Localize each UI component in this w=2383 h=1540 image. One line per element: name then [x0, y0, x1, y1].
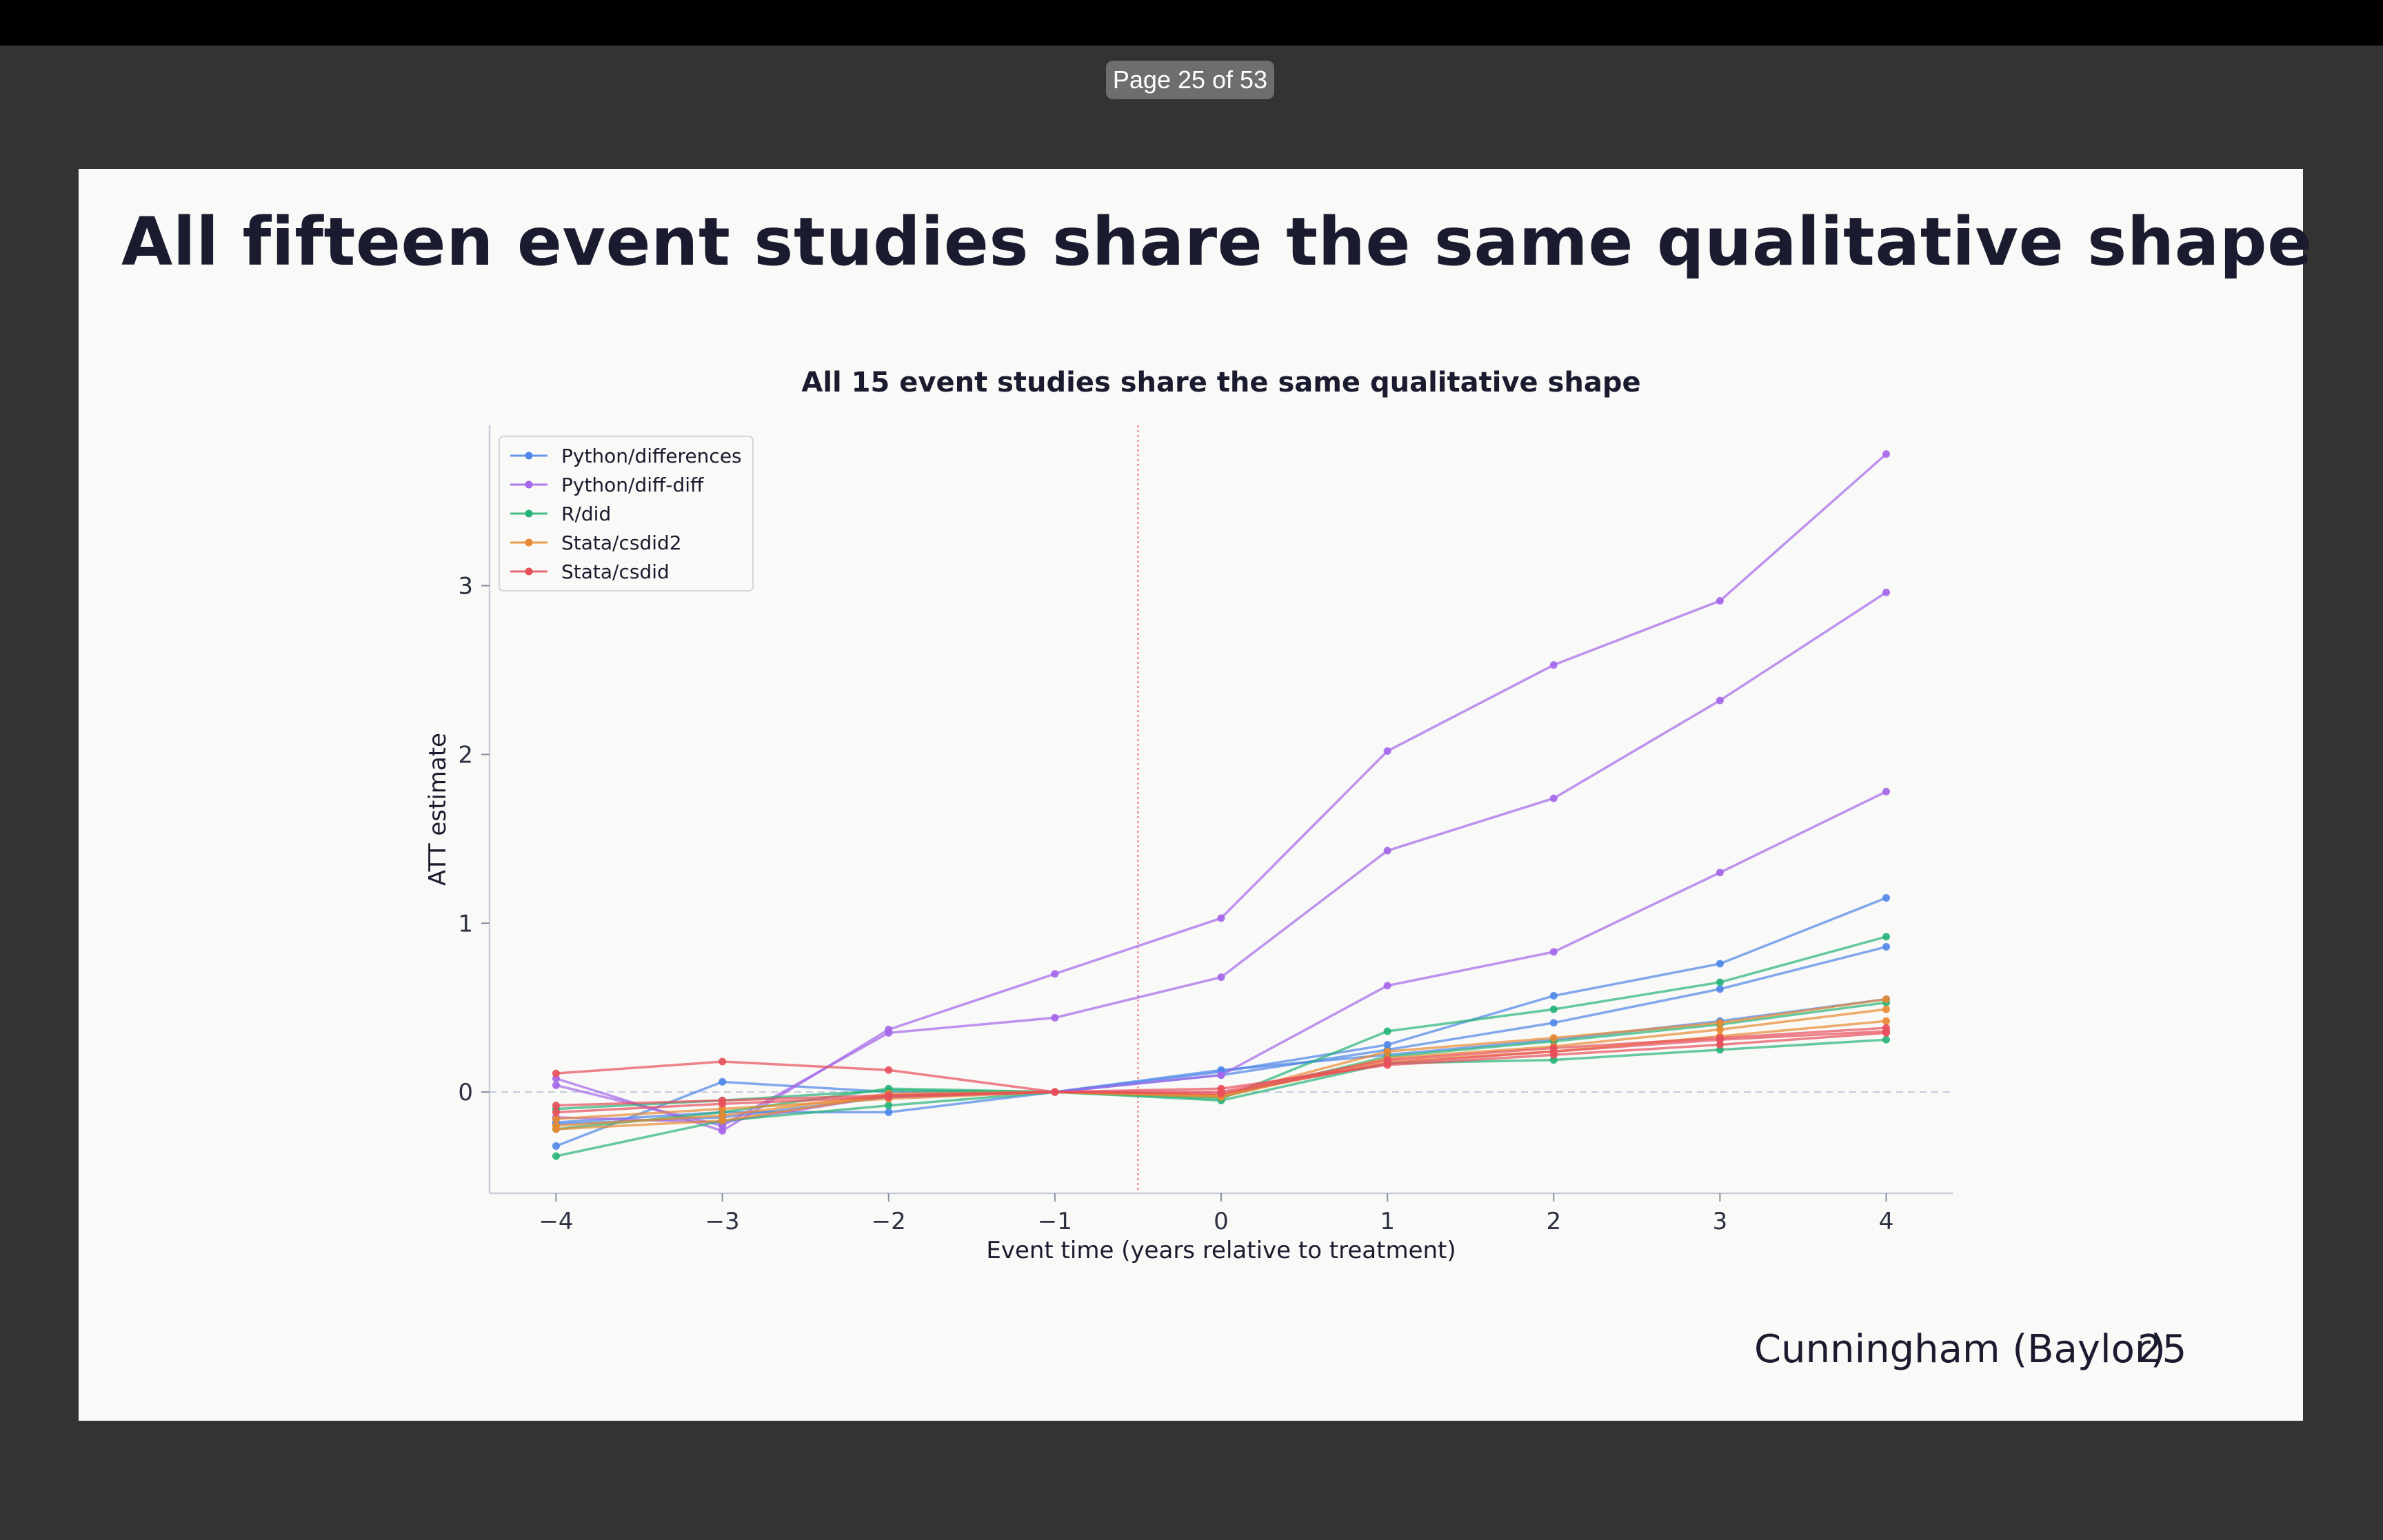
chart-series: [552, 450, 1891, 1160]
data-point: [1051, 1013, 1059, 1022]
data-point: [1383, 747, 1391, 756]
data-point: [718, 1111, 727, 1119]
data-point: [1882, 933, 1891, 941]
chart-axes: −4 −3 −2 −1 0 1 2 3 4 0 1 2 3: [458, 425, 1953, 1235]
data-point: [885, 1029, 893, 1037]
data-point: [1549, 1005, 1558, 1013]
x-tick-label: 2: [1546, 1208, 1561, 1235]
data-point: [1882, 1005, 1891, 1013]
data-point: [1217, 1071, 1225, 1080]
data-point: [1383, 847, 1391, 855]
data-point: [885, 1066, 893, 1074]
data-point: [1383, 1027, 1391, 1035]
x-tick-label: 4: [1879, 1208, 1894, 1235]
data-point: [718, 1057, 727, 1066]
legend-swatch-marker: [525, 538, 533, 547]
x-tick-label: −1: [1038, 1208, 1072, 1235]
data-point: [1882, 1035, 1891, 1044]
data-point: [1383, 1059, 1391, 1067]
data-point: [552, 1108, 560, 1116]
y-tick-label: 3: [458, 573, 473, 600]
data-point: [1217, 973, 1225, 982]
y-tick-label: 1: [458, 910, 473, 938]
x-tick-label: −2: [872, 1208, 906, 1235]
chart-title: All 15 event studies share the same qual…: [801, 367, 1640, 398]
data-point: [1716, 978, 1724, 986]
series-line: [555, 453, 1887, 1133]
data-point: [1716, 1026, 1724, 1034]
x-axis-label: Event time (years relative to treatment): [986, 1237, 1456, 1264]
data-point: [1051, 1088, 1059, 1096]
data-point: [1882, 995, 1891, 1003]
y-tick-label: 2: [458, 741, 473, 769]
data-point: [1549, 992, 1558, 1000]
legend-swatch-marker: [525, 452, 533, 460]
x-tick-label: 1: [1380, 1208, 1395, 1235]
data-point: [1716, 985, 1724, 993]
data-point: [1549, 948, 1558, 956]
data-point: [1549, 661, 1558, 669]
legend-label: Stata/csdid: [561, 560, 670, 583]
slide: All fifteen event studies share the same…: [79, 169, 2312, 1421]
legend-label: Python/diff-diff: [561, 474, 704, 496]
x-tick-label: −4: [539, 1208, 573, 1235]
legend-swatch-marker: [525, 509, 533, 518]
legend-swatch-marker: [525, 480, 533, 489]
data-point: [1549, 1047, 1558, 1055]
data-point: [885, 1093, 893, 1101]
chart-text: All 15 event studies share the same qual…: [424, 367, 1641, 1264]
data-point: [552, 1115, 560, 1123]
data-point: [1716, 869, 1724, 877]
data-point: [1383, 982, 1391, 990]
slide-title: All fifteen event studies share the same…: [121, 203, 2313, 281]
data-point: [1882, 787, 1891, 796]
legend-swatch-marker: [525, 567, 533, 576]
data-point: [552, 1102, 560, 1110]
data-point: [1882, 1027, 1891, 1035]
x-tick-label: 0: [1214, 1208, 1229, 1235]
data-point: [1882, 450, 1891, 458]
viewer-top-bar: [0, 0, 2383, 45]
data-point: [1716, 696, 1724, 705]
data-point: [1882, 588, 1891, 596]
data-point: [885, 1102, 893, 1110]
data-point: [1882, 1017, 1891, 1025]
footer-author: Cunningham (Baylor): [1754, 1327, 2166, 1372]
data-point: [1217, 914, 1225, 922]
x-tick-label: 3: [1713, 1208, 1728, 1235]
y-axis-label: ATT estimate: [424, 733, 452, 886]
chart-legend: Python/differences Python/diff-diff R/did S…: [499, 436, 754, 591]
data-point: [552, 1152, 560, 1160]
legend-label: Python/differences: [561, 445, 742, 467]
data-point: [1549, 794, 1558, 802]
data-point: [1217, 1090, 1225, 1098]
series-line: [556, 997, 1887, 1126]
data-point: [1716, 1035, 1724, 1044]
data-point: [552, 1081, 560, 1089]
legend-label: Stata/csdid2: [561, 531, 682, 554]
data-point: [1383, 1047, 1391, 1055]
footer-page-number: 25: [2138, 1327, 2187, 1372]
data-point: [1051, 970, 1059, 978]
data-point: [552, 1069, 560, 1077]
data-point: [1882, 943, 1891, 951]
legend-box: [499, 436, 754, 591]
data-point: [718, 1077, 727, 1086]
legend-label: R/did: [561, 503, 611, 525]
data-point: [1716, 1019, 1724, 1027]
data-point: [552, 1142, 560, 1150]
data-point: [1549, 1034, 1558, 1042]
data-point: [885, 1108, 893, 1116]
data-point: [1716, 960, 1724, 968]
data-point: [1882, 894, 1891, 902]
data-point: [718, 1100, 727, 1108]
y-tick-label: 0: [458, 1079, 473, 1106]
x-tick-label: −3: [705, 1208, 740, 1235]
page-indicator: Page 25 of 53: [1106, 61, 1274, 99]
data-point: [1716, 597, 1724, 605]
data-point: [1549, 1019, 1558, 1027]
data-point: [552, 1122, 560, 1130]
